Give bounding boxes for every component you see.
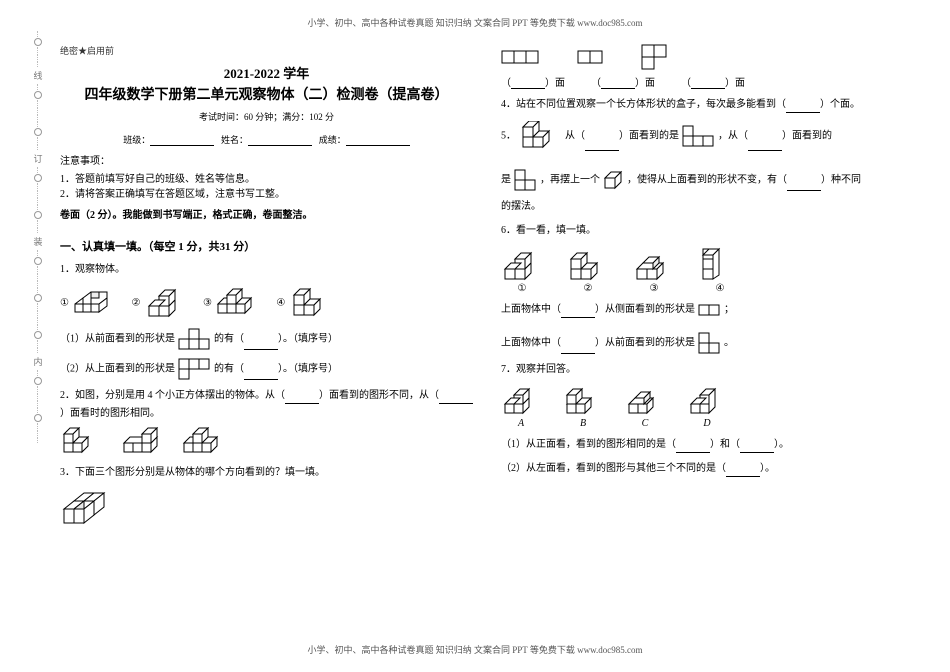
q7: 7．观察并回答。 (501, 362, 914, 378)
section-1-title: 一、认真填一填。（每空 1 分，共31 分） (60, 238, 473, 254)
cube-figure-icon (214, 288, 262, 318)
label-4: ④ (699, 283, 741, 294)
cube-figure-icon (625, 386, 665, 418)
label-d: D (687, 418, 727, 429)
cube-figure-icon (519, 121, 563, 151)
margin-char: 内 (26, 355, 50, 368)
q5-line2: 是 ，再摆上一个 ，使得从上面看到的形状不变，有（）种不同 (501, 169, 914, 191)
cube-figure-icon (71, 288, 117, 318)
exam-info: 考试时间：60 分钟；满分：102 分 (60, 110, 473, 123)
year-title: 2021-2022 学年 (60, 63, 473, 82)
view-shape-icon (514, 169, 538, 191)
cube-figure-icon (501, 386, 541, 418)
q3-figure (60, 491, 473, 529)
q5-line1: 5． 从（）面看到的是 ，从（）面看到的 (501, 121, 914, 151)
front-view-icon (178, 328, 212, 350)
info-fields: 班级： 姓名： 成绩： (60, 133, 473, 146)
view-shape-icon (577, 50, 605, 64)
q5-line3: 的摆法。 (501, 199, 914, 215)
q4: 4．站在不同位置观察一个长方体形状的盒子，每次最多能看到（）个面。 (501, 97, 914, 113)
label-c: C (625, 418, 665, 429)
page-header: 小学、初中、高中各种试卷真题 知识归纳 文案合同 PPT 等免费下载 www.d… (0, 16, 950, 29)
margin-char: 线 (26, 69, 50, 82)
view-shape-icon (698, 332, 722, 354)
page-footer: 小学、初中、高中各种试卷真题 知识归纳 文案合同 PPT 等免费下载 www.d… (0, 643, 950, 656)
view-shape-icon (682, 125, 716, 147)
label-2: ② (567, 283, 609, 294)
q1-figures: ① ② ③ ④ (60, 286, 473, 320)
q2: 2．如图，分别是用 4 个小正方体摆出的物体。从（）面看到的图形不同，从（ (60, 388, 473, 404)
margin-char: 装 (26, 235, 50, 248)
label-a: A (501, 418, 541, 429)
class-label: 班级： (123, 135, 150, 145)
q2-figures (60, 427, 473, 457)
q1-2: （2）从上面看到的形状是 的有（）。（填序号） (60, 358, 473, 380)
cube-figure-icon (288, 287, 332, 319)
q7-1: （1）从正面看，看到的图形相同的是（）和（）。 (501, 437, 914, 453)
label-3: ③ (633, 283, 675, 294)
single-cube-icon (603, 170, 625, 190)
q1: 1．观察物体。 (60, 262, 473, 278)
note-2: 2．请将答案正确填写在答题区域，注意书写工整。 (60, 185, 473, 200)
cube-figure-icon (567, 247, 609, 283)
paper-title: 四年级数学下册第二单元观察物体（二）检测卷（提高卷） (60, 84, 473, 104)
cube-figure-icon (180, 427, 226, 457)
notes-title: 注意事项： (60, 154, 473, 170)
top-view-icon (178, 358, 212, 380)
label-b: B (563, 418, 603, 429)
q2-cont: ）面看时的图形相同。 (60, 404, 473, 419)
cube-figure-icon (687, 386, 727, 418)
q6-b: 上面物体中（）从前面看到的形状是 。 (501, 332, 914, 354)
right-column: （）面 （）面 （）面 4．站在不同位置观察一个长方体形状的盒子，每次最多能看到… (501, 44, 914, 628)
juanmian: 卷面（2 分）。我能做到书写端正，格式正确，卷面整洁。 (60, 208, 473, 224)
cube-figure-icon (501, 247, 543, 283)
margin-char: 订 (26, 152, 50, 165)
q6-a: 上面物体中（）从侧面看到的形状是 ； (501, 302, 914, 318)
q7-figures: A B C D (501, 386, 914, 429)
cube-figure-icon (699, 247, 741, 283)
q3: 3．下面三个图形分别是从物体的哪个方向看到的？填一填。 (60, 465, 473, 481)
view-shape-icon (501, 50, 541, 64)
cube-figure-icon (60, 491, 130, 529)
q7-2: （2）从左面看，看到的图形与其他三个不同的是（）。 (501, 461, 914, 477)
binding-margin: /*decorative*/ 线 订 装 内 (26, 30, 50, 642)
exam-page: 小学、初中、高中各种试卷真题 知识归纳 文案合同 PPT 等免费下载 www.d… (0, 0, 950, 672)
name-label: 姓名： (221, 135, 248, 145)
cube-figure-icon (143, 286, 189, 320)
cube-figure-icon (633, 247, 675, 283)
q1-1: （1）从前面看到的形状是 的有（）。（填序号） (60, 328, 473, 350)
label-1: ① (501, 283, 543, 294)
view-shape-icon (641, 44, 669, 70)
cube-figure-icon (120, 427, 166, 457)
note-1: 1．答题前填写好自己的班级、姓名等信息。 (60, 170, 473, 185)
q6: 6．看一看，填一填。 (501, 223, 914, 239)
view-shape-icon (698, 304, 722, 316)
secret-label: 绝密★启用前 (60, 44, 473, 57)
q6-figures: ① ② ③ ④ (501, 247, 914, 294)
left-column: 绝密★启用前 2021-2022 学年 四年级数学下册第二单元观察物体（二）检测… (60, 44, 473, 628)
score-label: 成绩： (319, 135, 346, 145)
top-view-blanks (501, 44, 914, 70)
cube-figure-icon (563, 386, 603, 418)
cube-figure-icon (60, 427, 106, 457)
face-blanks: （）面 （）面 （）面 (501, 74, 914, 89)
